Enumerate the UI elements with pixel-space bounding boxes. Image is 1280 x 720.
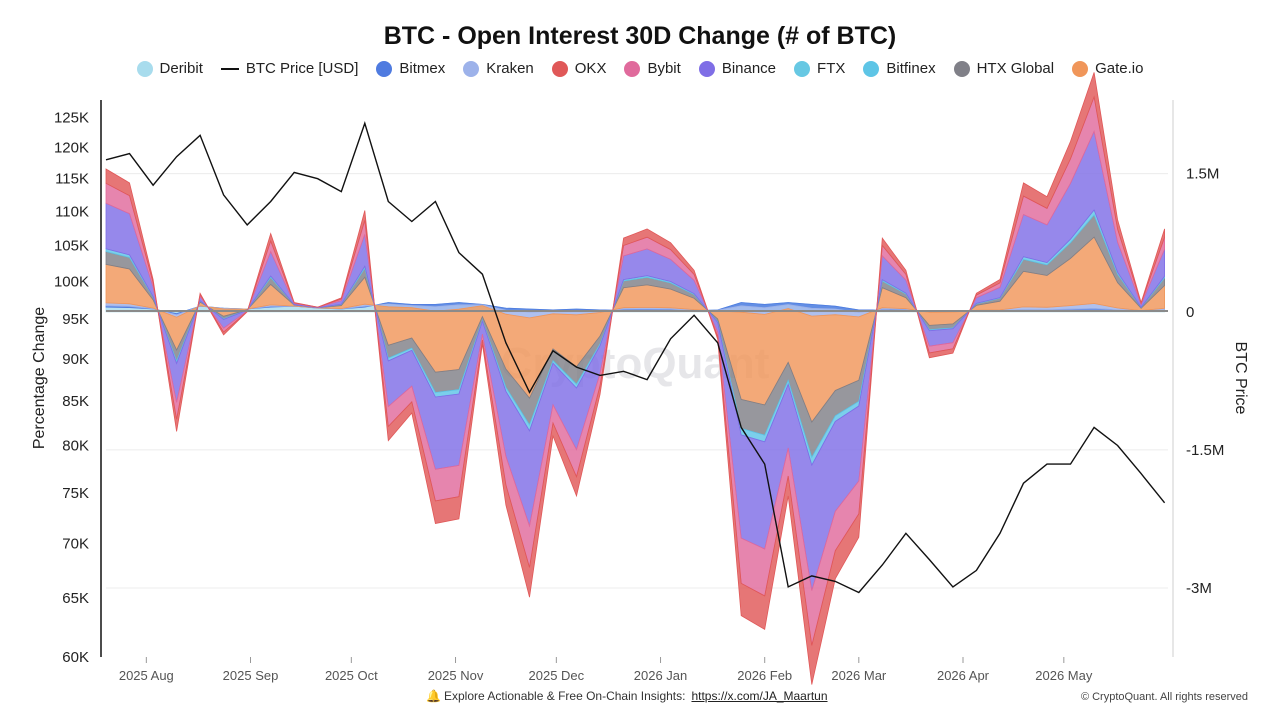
left-tick-label: 110K (55, 203, 89, 220)
right-tick-label: -1.5M (1186, 442, 1224, 459)
legend-swatch (463, 60, 480, 77)
x-tick-label: 2026 Mar (831, 668, 887, 683)
x-tick-label: 2026 Feb (737, 668, 792, 683)
legend-swatch (698, 60, 715, 77)
x-tick-label: 2025 Dec (529, 668, 585, 683)
left-tick-label: 85K (62, 393, 89, 410)
btc-price-line (105, 121, 1166, 594)
legend-label: Kraken (486, 60, 534, 77)
legend-swatch (624, 60, 641, 77)
legend-label: Binance (721, 60, 777, 77)
legend-label: Gate.io (1095, 60, 1144, 77)
legend-swatch (1072, 60, 1089, 77)
legend-item-htx-global[interactable]: HTX Global (953, 60, 1055, 77)
legend-item-ftx[interactable]: FTX (794, 60, 845, 77)
left-tick-label: 80K (62, 438, 89, 455)
x-tick-label: 2025 Oct (325, 668, 378, 683)
left-tick-label: 90K (62, 351, 89, 368)
x-tick-label: 2025 Nov (428, 668, 484, 683)
right-tick-label: 0 (1186, 304, 1194, 321)
right-tick-label: -3M (1186, 580, 1212, 597)
x-tick-label: 2025 Aug (119, 668, 174, 683)
legend-label: FTX (817, 60, 846, 77)
left-tick-label: 100K (54, 273, 89, 290)
legend-item-kraken[interactable]: Kraken (463, 60, 534, 77)
axes: 125K 120K 115K 110K 105K 100K 95K 90K 85K 80K 75K 7… (31, 100, 1249, 683)
legend-label: Bybit (647, 60, 681, 77)
grid-lines (106, 173, 1168, 589)
legend-label: OKX (574, 60, 607, 77)
x-tick-label: 2025 Sep (223, 668, 279, 683)
legend-swatch (794, 60, 811, 77)
legend-item-deribit[interactable]: Deribit (136, 60, 203, 77)
legend-swatch (953, 60, 970, 77)
legend-item-gate-io[interactable]: Gate.io (1072, 60, 1143, 77)
legend-item-bybit[interactable]: Bybit (624, 60, 681, 77)
legend-item-binance[interactable]: Binance (698, 60, 777, 77)
legend-swatch (220, 67, 239, 70)
legend-label: Bitfinex (886, 60, 936, 77)
left-tick-label: 125K (54, 109, 89, 126)
footer-text: Explore Actionable & Free On-Chain Insig… (444, 689, 686, 703)
legend-label: HTX Global (976, 60, 1055, 77)
right-tick-label: 1.5M (1186, 166, 1219, 183)
left-tick-label: 75K (62, 485, 89, 502)
right-axis-label: BTC Price (1232, 342, 1249, 415)
x-tick-label: 2026 Apr (937, 668, 990, 683)
legend-swatch (863, 60, 880, 77)
legend-item-btc-price-usd[interactable]: BTC Price [USD] (220, 60, 359, 77)
left-tick-label: 120K (54, 139, 89, 156)
x-tick-label: 2026 May (1035, 668, 1093, 683)
left-tick-label: 60K (62, 649, 89, 666)
legend-label: Deribit (159, 60, 203, 77)
left-tick-label: 70K (62, 536, 89, 553)
area-okx (105, 72, 1165, 685)
bell-icon: 🔔 (426, 688, 441, 703)
x-tick-label: 2026 Jan (634, 668, 688, 683)
copyright: © CryptoQuant. All rights reserved (1080, 691, 1248, 703)
chart-title: BTC - Open Interest 30D Change (# of BTC… (383, 22, 897, 50)
legend-label: BTC Price [USD] (245, 60, 359, 77)
chart-legend: Deribit BTC Price [USD] Bitmex Kraken OKX Byb… (0, 60, 1280, 77)
left-tick-label: 105K (54, 238, 89, 255)
left-tick-label: 65K (62, 590, 89, 607)
legend-item-bitfinex[interactable]: Bitfinex (863, 60, 936, 77)
left-tick-label: 115K (55, 171, 89, 188)
legend-swatch (136, 60, 153, 77)
legend-item-bitmex[interactable]: Bitmex (376, 60, 445, 77)
left-axis-label: Percentage Change (31, 307, 48, 449)
footer-link[interactable]: https://x.com/JA_Maartun (691, 689, 828, 703)
legend-swatch (376, 60, 393, 77)
legend-item-okx[interactable]: OKX (551, 60, 607, 77)
legend-label: Bitmex (399, 60, 446, 77)
legend-swatch (551, 60, 568, 77)
left-tick-label: 95K (62, 311, 89, 328)
